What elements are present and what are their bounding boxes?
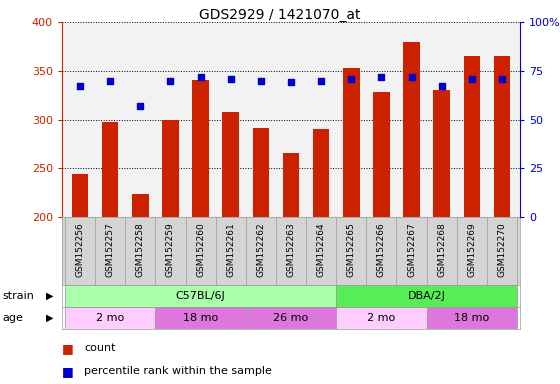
Bar <box>493 56 510 217</box>
Bar <box>336 307 427 329</box>
Text: ■: ■ <box>62 342 74 355</box>
Bar <box>373 92 390 217</box>
Text: GSM152264: GSM152264 <box>316 222 325 277</box>
Text: 18 mo: 18 mo <box>183 313 218 323</box>
Text: ▶: ▶ <box>46 313 54 323</box>
Text: GSM152257: GSM152257 <box>106 222 115 277</box>
Text: 18 mo: 18 mo <box>454 313 489 323</box>
Bar <box>336 285 517 307</box>
Text: GDS2929 / 1421070_at: GDS2929 / 1421070_at <box>199 8 361 22</box>
Text: ▶: ▶ <box>46 291 54 301</box>
Text: GSM152269: GSM152269 <box>467 222 477 277</box>
Text: GSM152263: GSM152263 <box>287 222 296 277</box>
Bar <box>162 121 179 217</box>
Text: count: count <box>85 343 116 353</box>
Point <box>136 103 145 109</box>
Text: GSM152258: GSM152258 <box>136 222 145 277</box>
Text: GSM152262: GSM152262 <box>256 222 265 277</box>
Text: GSM152261: GSM152261 <box>226 222 235 277</box>
Bar <box>403 41 420 217</box>
Point <box>377 73 386 79</box>
Point <box>196 73 205 79</box>
Text: ■: ■ <box>62 365 74 378</box>
Bar <box>192 79 209 217</box>
Point <box>166 78 175 84</box>
Text: 26 mo: 26 mo <box>273 313 309 323</box>
Text: GSM152266: GSM152266 <box>377 222 386 277</box>
Point <box>106 78 115 84</box>
Bar <box>464 56 480 217</box>
Point <box>76 83 85 89</box>
Text: GSM152260: GSM152260 <box>196 222 205 277</box>
Point <box>316 78 325 84</box>
Point <box>226 76 235 82</box>
Point <box>437 83 446 89</box>
Text: 2 mo: 2 mo <box>96 313 124 323</box>
Bar <box>246 307 336 329</box>
Bar <box>313 129 329 217</box>
Point <box>287 79 296 86</box>
Bar <box>156 307 246 329</box>
Bar <box>283 153 299 217</box>
Point <box>407 73 416 79</box>
Text: GSM152268: GSM152268 <box>437 222 446 277</box>
Bar <box>222 112 239 217</box>
Text: strain: strain <box>3 291 35 301</box>
Text: percentile rank within the sample: percentile rank within the sample <box>85 366 272 376</box>
Bar <box>72 174 88 217</box>
Point <box>497 76 506 82</box>
Text: GSM152265: GSM152265 <box>347 222 356 277</box>
Bar <box>343 68 360 217</box>
Bar <box>253 128 269 217</box>
Text: GSM152267: GSM152267 <box>407 222 416 277</box>
Text: age: age <box>3 313 24 323</box>
Point <box>347 76 356 82</box>
Bar <box>132 194 148 217</box>
Text: GSM152256: GSM152256 <box>76 222 85 277</box>
Text: DBA/2J: DBA/2J <box>408 291 446 301</box>
Bar <box>102 122 119 217</box>
Bar <box>433 90 450 217</box>
Point <box>467 76 476 82</box>
Bar <box>65 307 156 329</box>
Text: GSM152270: GSM152270 <box>497 222 506 277</box>
Text: 2 mo: 2 mo <box>367 313 395 323</box>
Bar <box>427 307 517 329</box>
Text: GSM152259: GSM152259 <box>166 222 175 277</box>
Point <box>256 78 265 84</box>
Text: C57BL/6J: C57BL/6J <box>176 291 226 301</box>
Bar <box>65 285 336 307</box>
